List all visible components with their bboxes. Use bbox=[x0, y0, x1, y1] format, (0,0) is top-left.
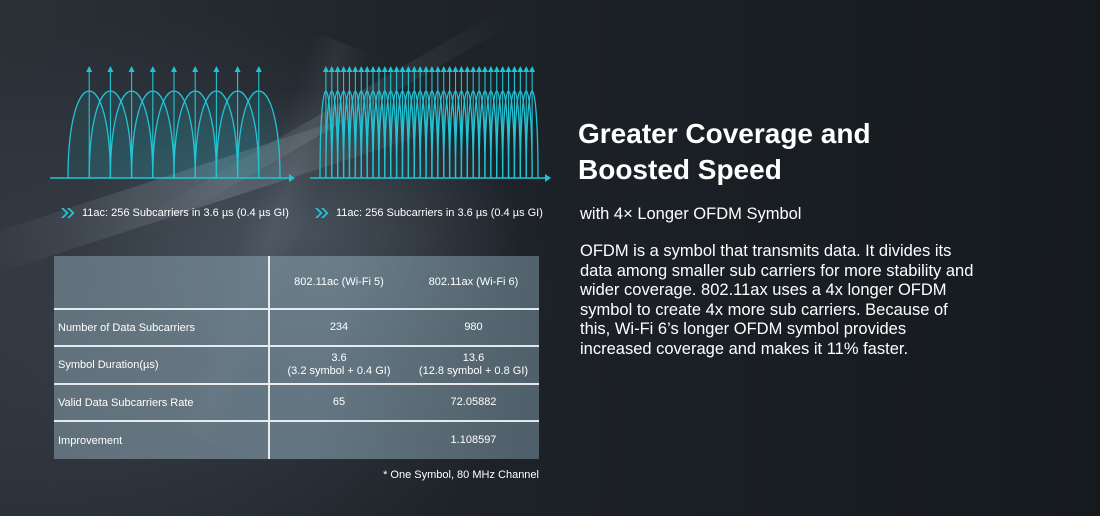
row-label: Number of Data Subcarriers bbox=[54, 308, 270, 347]
subcarrier-arrowhead bbox=[499, 66, 506, 72]
cell-wifi6: 1.108597 bbox=[450, 434, 497, 447]
subcarrier-arrowhead bbox=[322, 66, 329, 72]
subcarrier-arrowhead bbox=[428, 66, 435, 72]
double-chevron-right-icon bbox=[60, 207, 76, 219]
subcarrier-arrowhead bbox=[340, 66, 347, 72]
subcarrier-arrowhead bbox=[440, 66, 447, 72]
header-cell-wifi5: 802.11ac (Wi-Fi 5) bbox=[294, 275, 384, 288]
cell-wifi5: 234 bbox=[329, 321, 349, 334]
diagram-caption-wifi6: 11ac: 256 Subcarriers in 3.6 µs (0.4 µs … bbox=[314, 207, 543, 219]
double-chevron-right-icon bbox=[314, 207, 330, 219]
subcarrier-arrowhead bbox=[370, 66, 377, 72]
caption-text: 11ac: 256 Subcarriers in 3.6 µs (0.4 µs … bbox=[82, 207, 289, 219]
ofdm-diagram-wifi6 bbox=[310, 58, 555, 186]
subcarrier-arrowhead bbox=[476, 66, 483, 72]
page-title: Greater Coverage and Boosted Speed bbox=[578, 116, 978, 188]
comparison-table: 802.11ac (Wi-Fi 5) 802.11ax (Wi-Fi 6) Nu… bbox=[54, 256, 539, 459]
subcarrier-arrowhead bbox=[86, 66, 93, 72]
cell-wifi5 bbox=[269, 421, 408, 459]
subcarrier-arrowhead bbox=[493, 66, 500, 72]
subcarrier-arrowhead bbox=[171, 66, 177, 72]
subcarrier-arrowhead bbox=[352, 66, 359, 72]
row-label: Symbol Duration(µs) bbox=[54, 346, 270, 384]
subcarrier-arrowhead bbox=[517, 66, 524, 72]
subcarrier-arrowhead bbox=[411, 66, 418, 72]
subcarrier-arrowhead bbox=[107, 66, 114, 72]
subcarrier-arrowhead bbox=[399, 66, 406, 72]
subcarrier-arrowhead bbox=[529, 66, 536, 72]
subcarrier-arrowhead bbox=[328, 66, 335, 72]
subcarrier-chart-wifi6 bbox=[310, 66, 551, 182]
subcarrier-arrowhead bbox=[234, 66, 241, 72]
subcarrier-arrowhead bbox=[452, 66, 459, 72]
subcarrier-arrowhead bbox=[417, 66, 424, 72]
subcarrier-arrowhead bbox=[381, 66, 388, 72]
ofdm-diagram-wifi5 bbox=[50, 58, 300, 186]
subcarrier-arrowhead bbox=[334, 66, 341, 72]
subcarrier-arrowhead bbox=[192, 66, 199, 72]
table-row: Valid Data Subcarriers Rate 65 72.05882 bbox=[54, 383, 539, 422]
caption-text: 11ac: 256 Subcarriers in 3.6 µs (0.4 µs … bbox=[336, 207, 543, 219]
header-cell-wifi6: 802.11ax (Wi-Fi 6) bbox=[428, 275, 519, 288]
subcarrier-arrowhead bbox=[523, 66, 530, 72]
table-row: Number of Data Subcarriers 234 980 bbox=[54, 308, 539, 347]
subcarrier-arrowhead bbox=[464, 66, 471, 72]
cell-wifi6: 72.05882 bbox=[450, 396, 497, 409]
header-cell-empty bbox=[54, 256, 270, 309]
cell-wifi6: 980 bbox=[464, 321, 483, 334]
subcarrier-arrowhead bbox=[213, 66, 220, 72]
axis-arrowhead bbox=[545, 174, 551, 182]
title-line-1: Greater Coverage and bbox=[578, 118, 871, 149]
cell-wifi6: 13.6 (12.8 symbol + 0.8 GI) bbox=[418, 352, 529, 378]
subcarrier-arrowhead bbox=[481, 66, 488, 72]
table-header-row: 802.11ac (Wi-Fi 5) 802.11ax (Wi-Fi 6) bbox=[54, 256, 539, 309]
row-label: Valid Data Subcarriers Rate bbox=[54, 383, 270, 422]
subcarrier-arrowhead bbox=[358, 66, 365, 72]
table-row: Symbol Duration(µs) 3.6 (3.2 symbol + 0.… bbox=[54, 346, 539, 384]
cell-wifi5: 65 bbox=[332, 396, 346, 409]
subcarrier-arrowhead bbox=[423, 66, 430, 72]
subcarrier-arrowhead bbox=[487, 66, 494, 72]
subcarrier-arrowhead bbox=[346, 66, 353, 72]
subcarrier-arrowhead bbox=[255, 66, 262, 72]
table-row: Improvement 1.108597 bbox=[54, 421, 539, 459]
row-label: Improvement bbox=[54, 421, 270, 459]
subcarrier-arrowhead bbox=[393, 66, 400, 72]
body-text: OFDM is a symbol that transmits data. It… bbox=[580, 242, 974, 358]
subcarrier-arrowhead bbox=[375, 66, 382, 72]
subcarrier-arrowhead bbox=[405, 66, 412, 72]
subcarrier-arrowhead bbox=[149, 66, 156, 72]
subcarrier-arrowhead bbox=[458, 66, 465, 72]
diagram-caption-wifi5: 11ac: 256 Subcarriers in 3.6 µs (0.4 µs … bbox=[60, 207, 289, 219]
subcarrier-arrowhead bbox=[128, 66, 135, 72]
title-line-2: Boosted Speed bbox=[578, 154, 782, 185]
table-footnote: * One Symbol, 80 MHz Channel bbox=[383, 469, 539, 481]
axis-arrowhead bbox=[289, 174, 295, 182]
subcarrier-chart-wifi5 bbox=[50, 66, 295, 182]
subcarrier-arrowhead bbox=[511, 66, 518, 72]
page-subtitle: with 4× Longer OFDM Symbol bbox=[580, 205, 802, 223]
subcarrier-arrowhead bbox=[470, 66, 477, 72]
subcarrier-arrowhead bbox=[505, 66, 512, 72]
subcarrier-arrowhead bbox=[446, 66, 453, 72]
subcarrier-arrowhead bbox=[434, 66, 441, 72]
cell-wifi5: 3.6 (3.2 symbol + 0.4 GI) bbox=[287, 352, 391, 378]
subcarrier-arrowhead bbox=[364, 66, 371, 72]
subcarrier-arrowhead bbox=[387, 66, 394, 72]
